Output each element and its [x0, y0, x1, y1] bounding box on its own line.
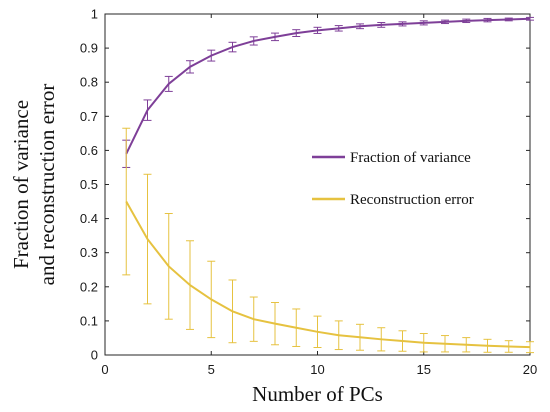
y-tick-label: 0.2: [80, 279, 98, 294]
axis-ticks: 0 5 10 15 20 0 0.1 0.2 0.3 0.4 0.5 0.6 0.7 0.8 0.9 1: [80, 7, 537, 378]
legend-label-reconstruction-error: Reconstruction error: [350, 192, 474, 208]
y-tick-label: 0.1: [80, 313, 98, 328]
series-line-reconstruction-error: [125, 201, 531, 349]
x-axis-title: Number of PCs: [252, 382, 383, 406]
series-reconstruction-error: [122, 127, 534, 354]
y-axis-title-line-2: and reconstruction error: [35, 84, 59, 286]
x-tick-label: 10: [310, 362, 324, 377]
x-tick-label: 20: [523, 362, 537, 377]
y-tick-label: 0.8: [80, 75, 98, 90]
series-line-fraction-of-variance: [125, 17, 531, 155]
x-tick-label: 0: [101, 362, 108, 377]
y-tick-label: 0: [91, 348, 98, 363]
y-tick-label: 1: [91, 7, 98, 22]
plot-area: [104, 13, 531, 356]
y-tick-label: 0.7: [80, 109, 98, 124]
x-tick-label: 15: [417, 362, 431, 377]
legend-label-fraction-of-variance: Fraction of variance: [350, 150, 471, 166]
legend: Fraction of variance Reconstruction erro…: [312, 150, 474, 208]
y-tick-label: 0.5: [80, 177, 98, 192]
y-tick-label: 0.3: [80, 245, 98, 260]
y-tick-label: 0.4: [80, 211, 98, 226]
y-tick-label: 0.9: [80, 41, 98, 56]
y-axis-title-line-1: Fraction of variance: [9, 100, 33, 269]
series-layer: [122, 16, 534, 354]
y-tick-label: 0.6: [80, 143, 98, 158]
x-tick-label: 5: [208, 362, 215, 377]
